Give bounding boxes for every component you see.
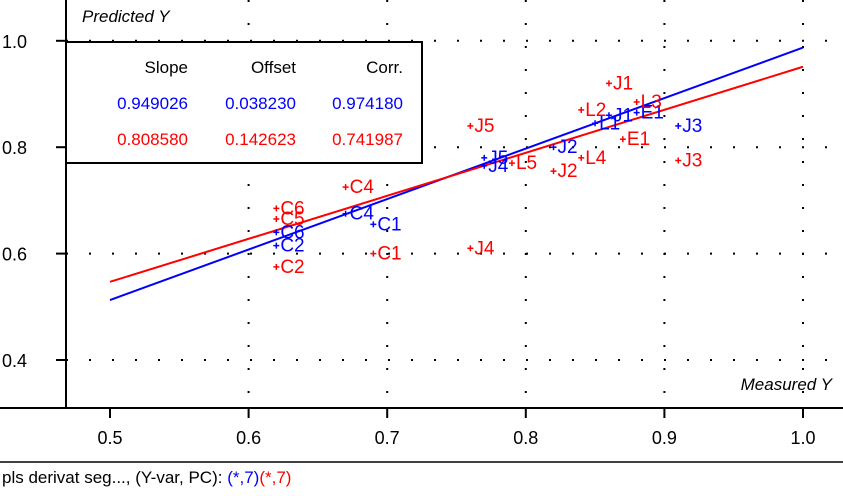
data-point: C4 [342,204,375,225]
y-tick-label: 1.0 [2,32,27,52]
stats-header: Slope [145,58,188,77]
point-label: C6 [280,222,304,243]
data-point: C6 [273,198,305,219]
point-label: L2 [585,100,606,121]
point-label: J1 [613,105,633,126]
point-label: C4 [350,177,375,198]
point-label: C6 [280,198,304,219]
data-point: J4 [481,156,509,177]
data-point: J1 [605,105,633,126]
point-label: J5 [474,116,494,137]
point-label: C1 [377,244,401,265]
data-point: J3 [675,116,702,137]
x-tick-label: 0.7 [375,428,400,448]
point-label: J3 [682,116,702,137]
x-tick-label: 1.0 [790,428,815,448]
data-point: J5 [481,148,508,169]
point-label: C4 [350,204,375,225]
data-point: J5 [467,116,494,137]
point-label: J2 [558,137,578,158]
regression-line [109,65,804,283]
stats-header: Offset [251,58,296,77]
point-label: J4 [474,238,495,259]
ticks: 0.5 0.6 0.7 0.8 0.9 1.0 0.4 0.6 0.8 1.0 [2,32,816,448]
stats-table: Slope Offset Corr. 0.949026 0.038230 0.974180… [65,41,423,164]
data-point: C5 [273,209,305,230]
y-axis-title: Predicted Y [82,7,171,26]
regression-lines [109,46,804,301]
y-tick-label: 0.6 [2,245,27,265]
x-tick-label: 0.5 [97,428,122,448]
y-tick-label: 0.4 [2,351,27,371]
x-tick-label: 0.8 [513,428,538,448]
point-label: L1 [599,113,620,134]
point-label: E1 [641,103,664,124]
data-point: C1 [370,244,402,265]
data-point: C2 [273,257,305,278]
data-point: C4 [342,177,375,198]
x-axis-title: Measured Y [741,375,834,394]
stats-value: 0.142623 [225,130,296,149]
plot-caption: pls derivat seg..., (Y-var, PC): (*,7)(*… [2,468,291,488]
stats-value: 0.808580 [117,130,188,149]
data-point: C6 [273,222,305,243]
point-label: E1 [627,129,650,150]
stats-table-box [65,41,423,164]
data-point: C1 [370,214,402,235]
data-point: J2 [550,161,578,182]
point-label: L4 [585,148,607,169]
x-tick-label: 0.6 [236,428,261,448]
data-point: J1 [605,73,633,94]
data-point: L1 [592,113,620,134]
point-label: J3 [682,151,702,172]
caption-text: pls derivat seg..., (Y-var, PC): [2,468,228,487]
data-point: E1 [619,129,650,150]
point-label: L5 [516,153,537,174]
x-tick-label: 0.9 [652,428,677,448]
data-point: J3 [675,151,702,172]
stats-header: Corr. [366,58,403,77]
stats-value: 0.974180 [332,94,403,113]
point-label: J2 [558,161,578,182]
point-label: C5 [280,209,304,230]
data-point: L2 [578,100,606,121]
point-label: J1 [613,73,633,94]
stats-value: 0.949026 [117,94,188,113]
data-point: J4 [467,238,495,259]
stats-value: 0.038230 [225,94,296,113]
data-point: J2 [550,137,578,158]
caption-red-selector: (*,7) [259,468,292,487]
data-point: L4 [578,148,607,169]
point-label: J5 [488,148,508,169]
caption-blue-selector: (*,7) [227,468,260,487]
point-label: L3 [641,92,662,113]
point-label: J4 [488,156,509,177]
data-point: L5 [508,153,537,174]
data-point: C2 [273,236,305,257]
point-label: C1 [377,214,401,235]
data-point: E1 [633,103,664,124]
point-label: C2 [280,257,304,278]
point-label: C2 [280,236,304,257]
data-point: L3 [633,92,662,113]
y-tick-label: 0.8 [2,138,27,158]
stats-value: 0.741987 [332,130,403,149]
